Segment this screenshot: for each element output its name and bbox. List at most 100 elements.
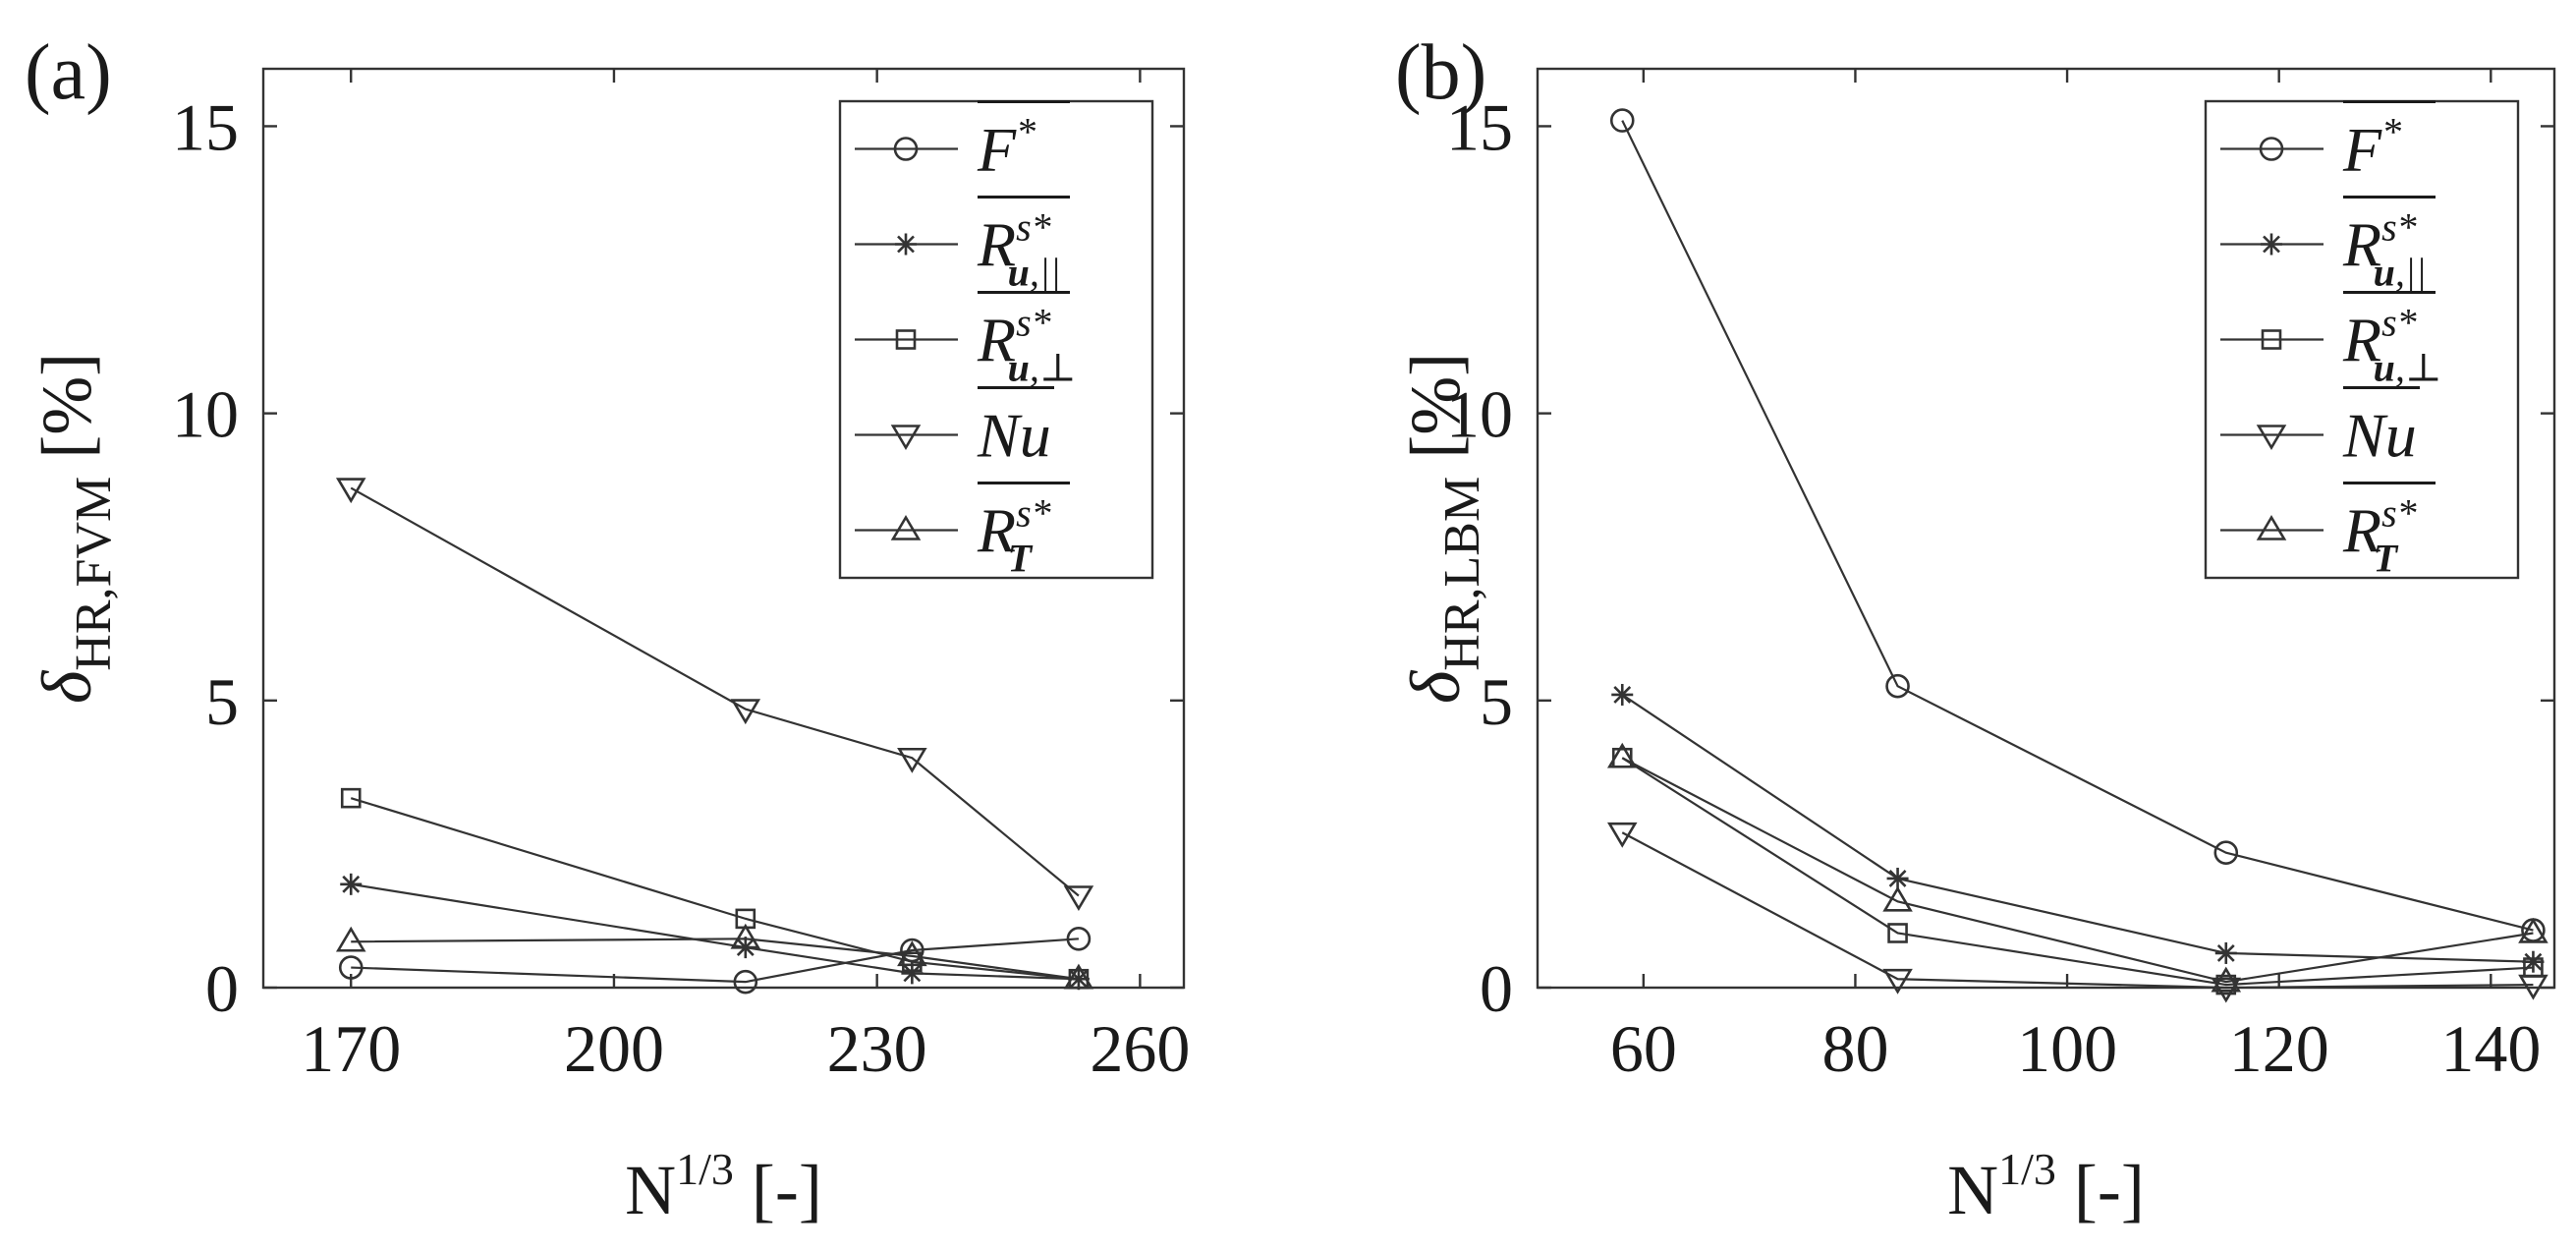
series-line xyxy=(1621,757,2534,987)
legend-entry: Nu xyxy=(855,386,1054,471)
data-point xyxy=(1887,923,1908,943)
y-axis-label: δHR,LBM [%] xyxy=(1396,353,1490,704)
series-star xyxy=(340,873,1090,991)
data-point xyxy=(733,969,758,995)
legend-label: Nu xyxy=(2342,401,2417,471)
legend-marker xyxy=(2256,425,2287,451)
y-axis-label: δHR,FVM [%] xyxy=(28,353,122,704)
series-star xyxy=(1611,683,2545,973)
legend-entry: Rs* u,|| xyxy=(2220,196,2436,295)
data-point xyxy=(897,747,927,773)
legend-entry: Rs* u,⊥ xyxy=(855,291,1077,390)
legend-entry: Rs* u,|| xyxy=(855,196,1070,295)
data-point xyxy=(1611,683,1634,706)
data-point xyxy=(335,926,366,952)
series-triangle-up xyxy=(335,923,1094,990)
series-line xyxy=(351,938,1080,981)
x-tick-label: 100 xyxy=(2017,1011,2117,1086)
y-tick-label: 15 xyxy=(172,89,239,164)
y-tick-label: 10 xyxy=(172,377,239,452)
legend-marker xyxy=(2261,329,2282,350)
y-tick-label: 0 xyxy=(1480,951,1513,1026)
legend-marker xyxy=(893,137,919,161)
legend-marker xyxy=(890,425,922,451)
legend-marker xyxy=(895,233,917,256)
data-point xyxy=(1606,822,1638,848)
data-point xyxy=(340,787,362,809)
y-tick-label: 10 xyxy=(1446,377,1513,452)
series-square xyxy=(1611,747,2544,995)
data-point xyxy=(730,699,761,725)
data-point xyxy=(2214,941,2237,964)
y-tick-label: 0 xyxy=(205,951,239,1026)
x-tick-label: 60 xyxy=(1610,1011,1677,1086)
data-point xyxy=(1609,108,1635,133)
data-point xyxy=(1882,968,1913,995)
series-circle xyxy=(338,927,1092,995)
legend-entry: Rs* T xyxy=(2220,482,2436,581)
series-line xyxy=(1621,757,2534,984)
legend-marker xyxy=(2259,137,2284,161)
legend-label: Rs* T xyxy=(2342,491,2417,581)
data-point xyxy=(2213,840,2239,865)
data-point xyxy=(1063,885,1094,912)
legend-label: Rs* u,⊥ xyxy=(2342,301,2442,390)
legend-entry: F* xyxy=(2220,100,2436,185)
data-point xyxy=(340,873,363,895)
panel-label: (b) xyxy=(1395,29,1486,116)
data-point xyxy=(1885,673,1910,699)
data-point xyxy=(902,951,923,973)
series-triangle-up xyxy=(1606,742,2548,993)
legend: F* Rs* u,||Rs* u,⊥ Nu Rs* T xyxy=(838,99,1154,581)
legend-entry: F* xyxy=(855,100,1070,185)
legend-entry: Rs* u,⊥ xyxy=(2220,291,2442,390)
y-tick-label: 5 xyxy=(205,664,239,739)
legend-label: Rs* T xyxy=(977,491,1051,581)
data-point xyxy=(2522,950,2545,973)
data-point xyxy=(730,923,761,949)
y-tick-label: 5 xyxy=(1480,664,1513,739)
data-point xyxy=(897,940,927,967)
x-tick-label: 120 xyxy=(2229,1011,2329,1086)
series-line xyxy=(350,486,1080,897)
series-line xyxy=(351,882,1079,981)
data-point xyxy=(1606,742,1638,768)
legend-label: Rs* u,|| xyxy=(977,205,1061,295)
legend: F* Rs* u,||Rs* u,⊥ Nu Rs* T xyxy=(2204,99,2520,581)
x-tick-label: 170 xyxy=(301,1011,401,1086)
legend-label: F* xyxy=(977,110,1036,185)
data-point xyxy=(2518,917,2548,943)
panel-b: 60 80 100 120 140 0 5 10 15(b) δHR,LBM [%] N1/3 [-… xyxy=(1395,29,2556,1229)
y-tick-label: 15 xyxy=(1446,89,1513,164)
axes-box xyxy=(1536,67,2556,990)
legend-label: Rs* u,|| xyxy=(2342,205,2427,295)
data-point xyxy=(2518,974,2548,1000)
legend-entry: Nu xyxy=(2220,386,2420,471)
data-point xyxy=(1882,885,1913,912)
x-tick-label: 140 xyxy=(2440,1011,2541,1086)
x-tick-label: 200 xyxy=(564,1011,664,1086)
series-line xyxy=(1621,120,2534,932)
legend-marker xyxy=(890,514,922,540)
data-point xyxy=(1063,963,1094,990)
data-point xyxy=(1886,867,1909,889)
legend-label: F* xyxy=(2342,110,2401,185)
series-line xyxy=(350,797,1080,981)
series-line xyxy=(1621,831,2534,990)
legend-label: Nu xyxy=(977,401,1051,471)
data-point xyxy=(901,962,924,985)
data-point xyxy=(338,955,364,980)
data-point xyxy=(2211,966,2242,993)
data-point xyxy=(335,478,366,504)
panel-label: (a) xyxy=(25,29,112,116)
x-tick-label: 230 xyxy=(827,1011,927,1086)
panel-a: 170 200 230 260 0 5 10 15 (a) δHR,FVM [%] N1/3 [-]… xyxy=(25,29,1190,1229)
x-tick-label: 80 xyxy=(1821,1011,1888,1086)
legend-marker xyxy=(895,329,917,350)
data-point xyxy=(1066,927,1092,951)
x-tick-label: 260 xyxy=(1090,1011,1190,1086)
series-line xyxy=(351,938,1079,984)
x-axis-label: N1/3 [-] xyxy=(625,1144,822,1229)
legend-label: Rs* u,⊥ xyxy=(977,301,1077,390)
